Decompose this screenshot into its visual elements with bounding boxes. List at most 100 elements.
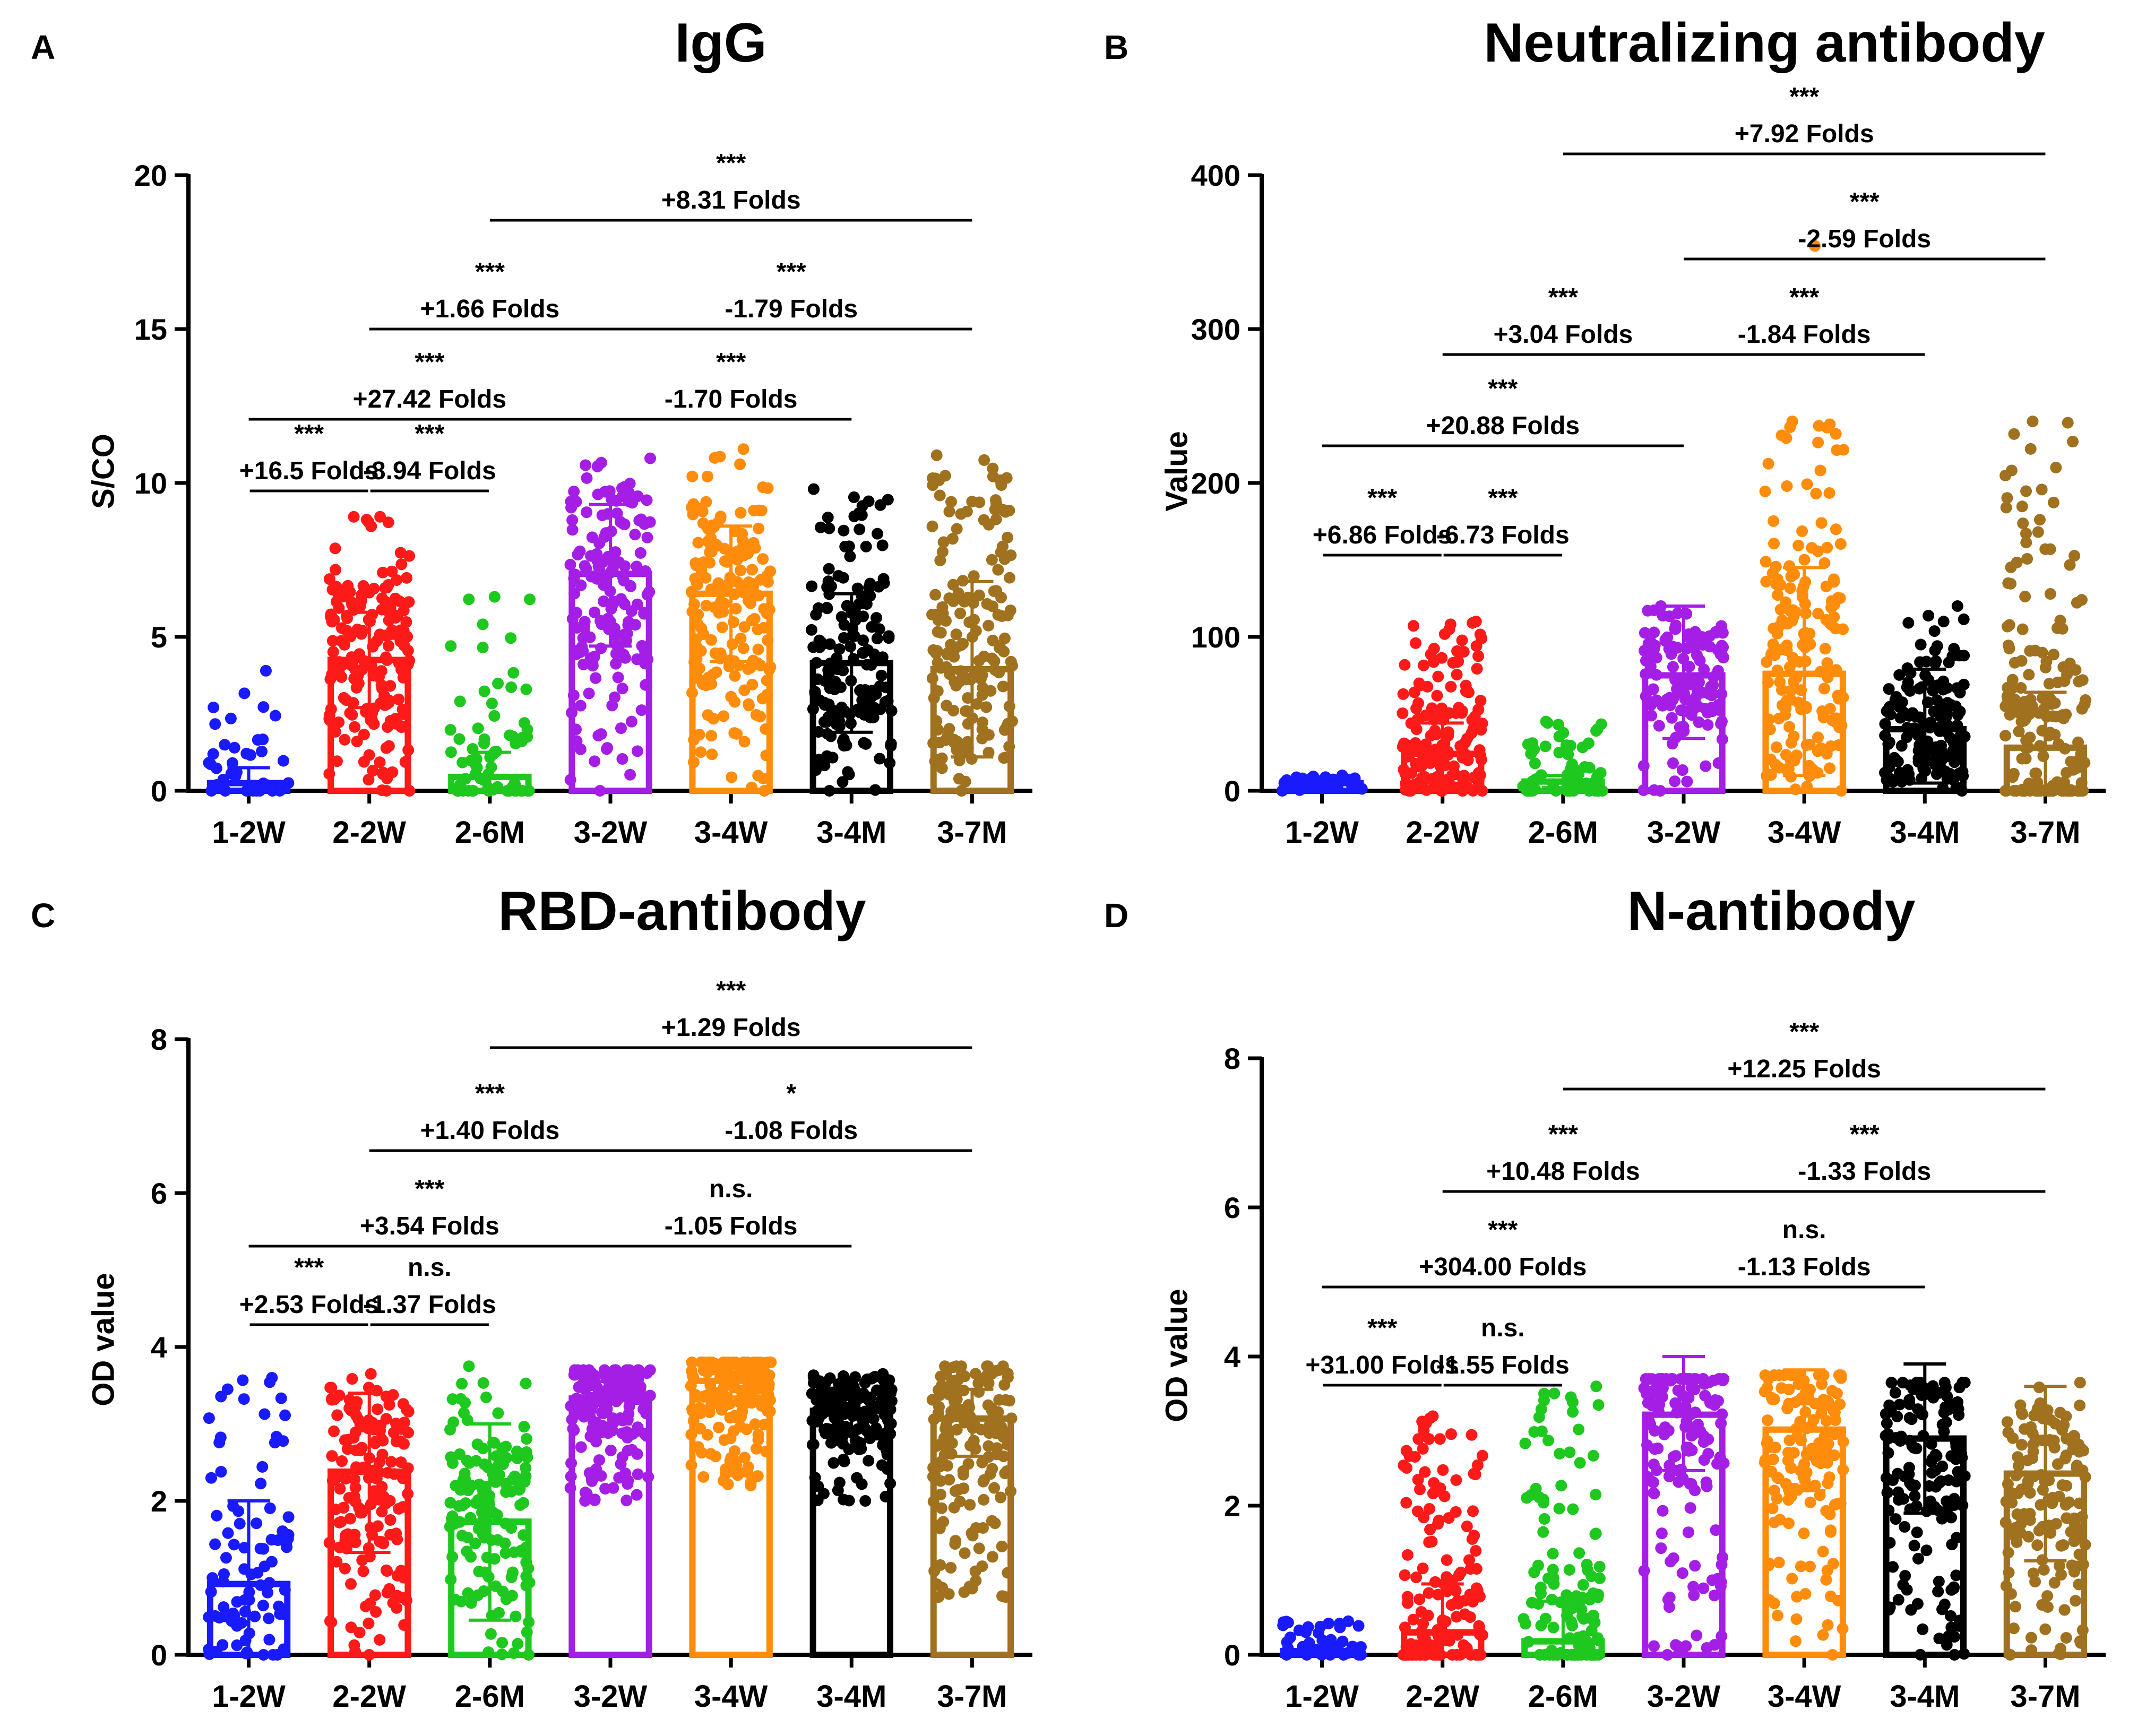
data-point [1798, 554, 1811, 566]
data-point [884, 1387, 897, 1400]
data-point [818, 759, 831, 772]
data-point [349, 1496, 361, 1508]
data-point [723, 660, 735, 672]
data-point [591, 461, 604, 473]
data-point [1403, 739, 1415, 752]
fold-change-label: +8.31 Folds [661, 186, 801, 214]
data-point [982, 619, 995, 632]
data-point [1459, 1594, 1471, 1607]
data-point [357, 1565, 369, 1577]
data-point [1774, 1514, 1786, 1526]
data-point [493, 1607, 505, 1619]
data-point [1935, 739, 1947, 752]
data-point [697, 1471, 710, 1483]
data-point [1767, 638, 1779, 651]
data-point [1771, 1610, 1783, 1622]
data-point [1472, 650, 1485, 662]
data-point [1425, 730, 1437, 742]
data-point [1952, 1396, 1964, 1408]
data-point [444, 724, 456, 736]
data-point [1818, 683, 1830, 695]
data-point [2060, 1449, 2072, 1462]
data-point [1934, 1476, 1946, 1489]
data-point [1397, 707, 1409, 719]
data-point [595, 1470, 607, 1482]
data-point [742, 663, 754, 675]
data-point [480, 1391, 492, 1403]
data-point [1003, 504, 1015, 516]
data-point [641, 531, 653, 543]
data-point [726, 771, 738, 783]
data-point [1423, 1587, 1435, 1599]
data-point [821, 602, 833, 614]
data-point [254, 1542, 266, 1554]
data-point [749, 1418, 761, 1430]
data-point [595, 728, 607, 740]
fold-change-label: -1.08 Folds [725, 1117, 858, 1145]
data-point [986, 1405, 998, 1417]
data-point [1665, 1556, 1677, 1568]
data-point [1785, 1462, 1797, 1474]
y-tick-label: 20 [134, 159, 167, 192]
data-point [1811, 1455, 1823, 1467]
data-point [1471, 663, 1483, 675]
data-point [2056, 1479, 2069, 1491]
data-point [757, 481, 769, 493]
data-point [1669, 775, 1681, 788]
data-point [1412, 1474, 1424, 1486]
fold-change-label: -1.79 Folds [725, 295, 858, 323]
data-point [585, 1404, 597, 1417]
data-point [1786, 1573, 1798, 1585]
data-point [1903, 1468, 1915, 1480]
significance-label: *** [716, 977, 746, 1005]
data-point [946, 1376, 958, 1388]
data-point [863, 581, 875, 593]
significance-label: *** [415, 1175, 444, 1203]
data-point [620, 635, 633, 647]
panel-letter: C [31, 896, 56, 935]
data-point [477, 642, 489, 654]
data-point [1467, 617, 1479, 629]
y-tick-label: 0 [151, 1638, 167, 1672]
data-point [610, 647, 622, 660]
data-point [2032, 526, 2044, 538]
data-point [1773, 762, 1786, 774]
chart-title: IgG [675, 12, 767, 74]
data-point [812, 602, 824, 614]
data-point [1936, 1513, 1948, 1525]
data-point [943, 723, 955, 735]
fold-change-label: -1.55 Folds [1436, 1351, 1570, 1379]
data-point [934, 1488, 946, 1500]
data-point [753, 522, 765, 534]
data-point [599, 577, 611, 590]
data-point [1518, 1613, 1530, 1625]
data-point [1885, 1377, 1898, 1389]
data-point [748, 1357, 761, 1368]
data-point [1553, 1502, 1565, 1515]
data-point [1337, 1635, 1349, 1647]
panel-a: A IgG S/CO 0 5 10 15 20 1-2W 2-2W 2-6M 3-2W 3-4W 3… [0, 0, 1073, 868]
data-point [1414, 1483, 1426, 1496]
data-point [2016, 500, 2028, 513]
data-point [232, 1505, 245, 1517]
data-point [605, 493, 617, 505]
data-point [1642, 637, 1654, 650]
data-point [1667, 1451, 1679, 1463]
data-point [1772, 589, 1784, 601]
data-point [1666, 738, 1678, 750]
data-point [1529, 757, 1541, 770]
data-point [807, 1371, 820, 1383]
data-point [1784, 582, 1796, 594]
data-point [472, 1589, 484, 1601]
data-point [492, 677, 504, 689]
data-point [725, 1432, 737, 1445]
data-point [618, 1384, 631, 1396]
data-point [735, 564, 747, 576]
data-point [478, 733, 490, 745]
data-point [219, 739, 231, 751]
data-point [997, 680, 1009, 693]
data-point [1302, 1621, 1314, 1633]
data-point [1577, 1579, 1589, 1591]
significance-label: *** [294, 1254, 324, 1282]
data-point [219, 1610, 231, 1622]
